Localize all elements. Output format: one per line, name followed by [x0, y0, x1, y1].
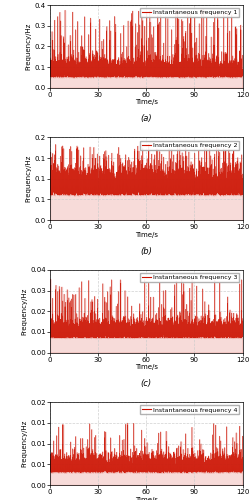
X-axis label: Time/s: Time/s: [135, 100, 158, 105]
X-axis label: Time/s: Time/s: [135, 364, 158, 370]
Y-axis label: Frequency/Hz: Frequency/Hz: [21, 288, 27, 335]
X-axis label: Time/s: Time/s: [135, 496, 158, 500]
Legend: Instantaneous frequency 1: Instantaneous frequency 1: [140, 8, 239, 17]
Y-axis label: Frequency/Hz: Frequency/Hz: [26, 22, 32, 70]
Legend: Instantaneous frequency 2: Instantaneous frequency 2: [140, 140, 239, 149]
Legend: Instantaneous frequency 4: Instantaneous frequency 4: [140, 406, 239, 414]
Legend: Instantaneous frequency 3: Instantaneous frequency 3: [140, 273, 239, 282]
Y-axis label: Frequency/Hz: Frequency/Hz: [21, 420, 27, 468]
Text: (a): (a): [140, 114, 152, 123]
X-axis label: Time/s: Time/s: [135, 232, 158, 237]
Text: (c): (c): [141, 379, 152, 388]
Y-axis label: Frequency/Hz: Frequency/Hz: [26, 155, 32, 202]
Text: (b): (b): [140, 246, 152, 256]
